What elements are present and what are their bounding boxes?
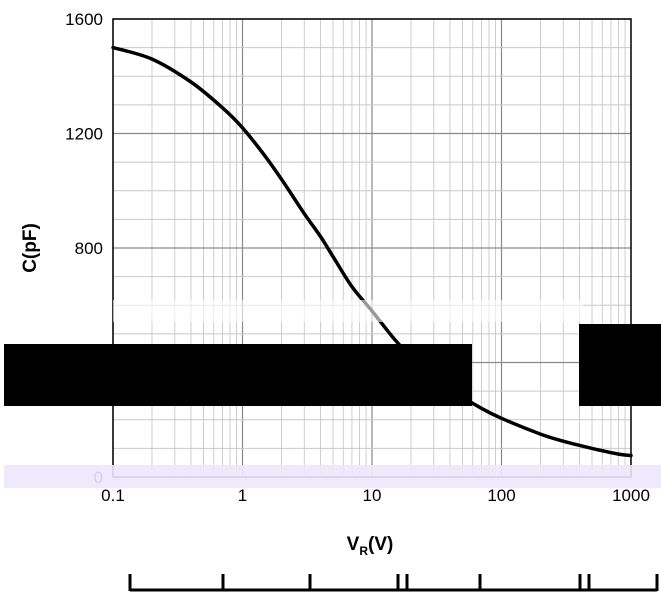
x-axis-title-tail: (V) [368,534,393,555]
white-band-overlay [113,300,583,322]
y-tick-label: 800 [75,239,103,258]
bottom-scale-bar [128,574,659,592]
grid-lines [112,18,631,478]
x-axis-title: VR(V) [347,534,394,558]
x-tick-label: 10 [363,486,382,505]
x-axis-title-subscript: R [359,544,368,558]
lavender-band-overlay [4,465,661,488]
x-axis-title-main: V [347,534,360,555]
black-redaction-box [4,344,472,406]
y-axis-title: C(pF) [20,223,41,273]
black-redaction-box-right [579,324,661,406]
x-tick-labels: 0.1 1 10 100 1000 [101,486,650,505]
x-tick-label: 1000 [612,486,650,505]
x-tick-label: 100 [487,486,515,505]
x-tick-label: 1 [238,486,247,505]
y-tick-label: 1600 [65,10,103,29]
y-tick-label: 1200 [65,125,103,144]
x-tick-label: 0.1 [101,486,125,505]
